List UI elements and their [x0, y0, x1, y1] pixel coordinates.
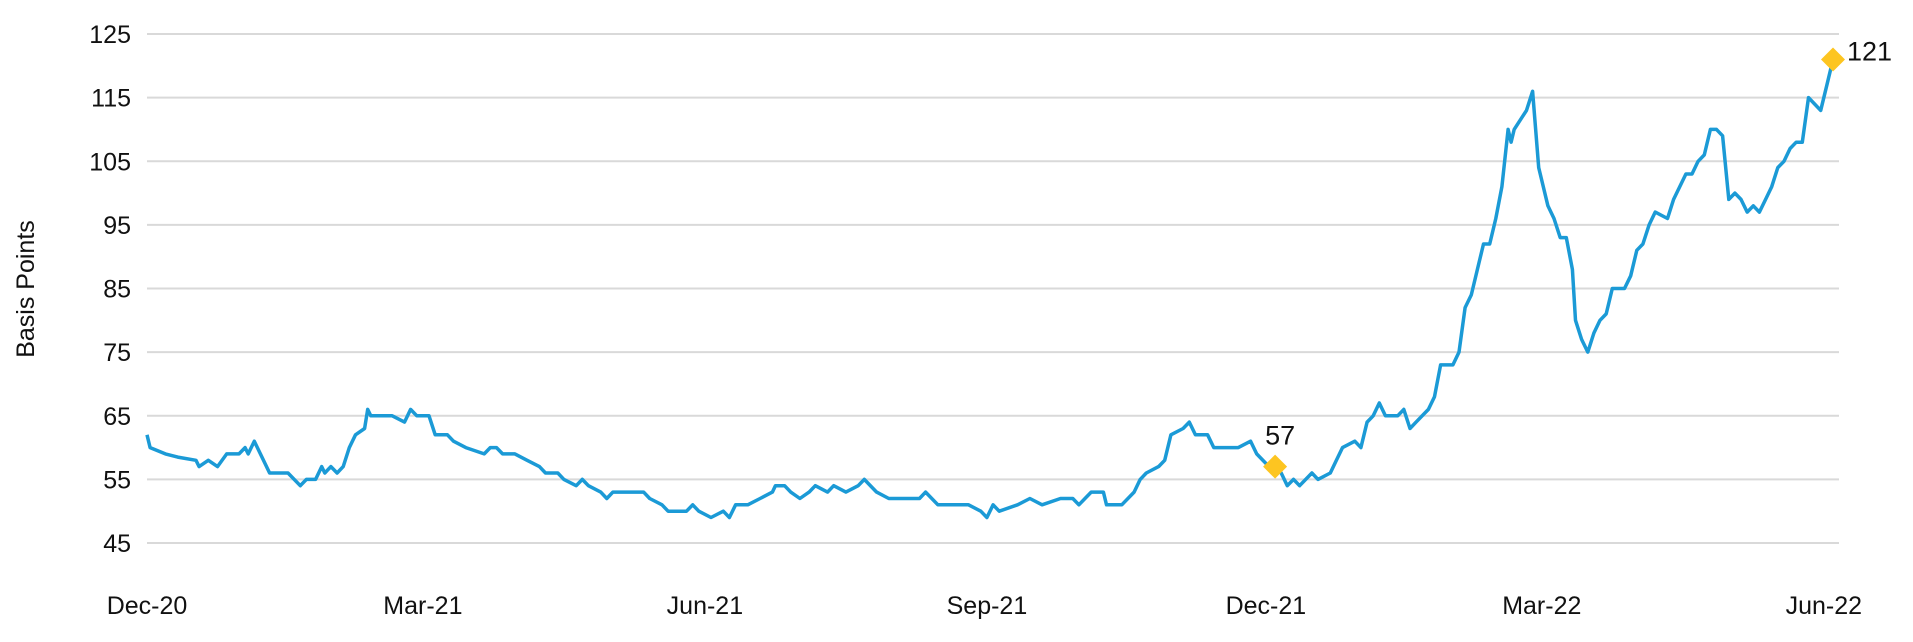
- x-tick-labels: Dec-20 Mar-21 Jun-21 Sep-21 Dec-21 Mar-22 Jun-…: [107, 592, 1862, 620]
- x-tick-label: Jun-22: [1786, 592, 1862, 620]
- y-tick-labels: 45 55 65 75 85 95 105 115 125: [89, 21, 131, 558]
- data-label: 57: [1265, 421, 1295, 451]
- y-tick-label: 45: [103, 530, 131, 558]
- y-tick-label: 95: [103, 212, 131, 240]
- y-tick-label: 55: [103, 466, 131, 494]
- y-tick-label: 75: [103, 339, 131, 367]
- x-tick-label: Mar-21: [383, 592, 462, 620]
- y-tick-label: 115: [91, 85, 131, 113]
- x-tick-label: Dec-21: [1226, 592, 1307, 620]
- x-tick-label: Jun-21: [667, 592, 743, 620]
- y-tick-label: 125: [89, 21, 131, 49]
- y-tick-label: 85: [103, 276, 131, 304]
- y-tick-label: 105: [89, 148, 131, 176]
- data-label: 121: [1847, 36, 1892, 66]
- annotations: 57 121: [1263, 36, 1892, 479]
- diamond-marker: [1821, 47, 1845, 72]
- x-tick-label: Sep-21: [947, 592, 1028, 620]
- diamond-marker: [1263, 454, 1288, 479]
- gridlines: [147, 33, 1839, 544]
- y-axis-label: Basis Points: [12, 220, 40, 358]
- series-line: [145, 59, 1835, 520]
- x-tick-label: Dec-20: [107, 592, 188, 620]
- x-tick-label: Mar-22: [1502, 592, 1581, 620]
- y-tick-label: 65: [103, 403, 131, 431]
